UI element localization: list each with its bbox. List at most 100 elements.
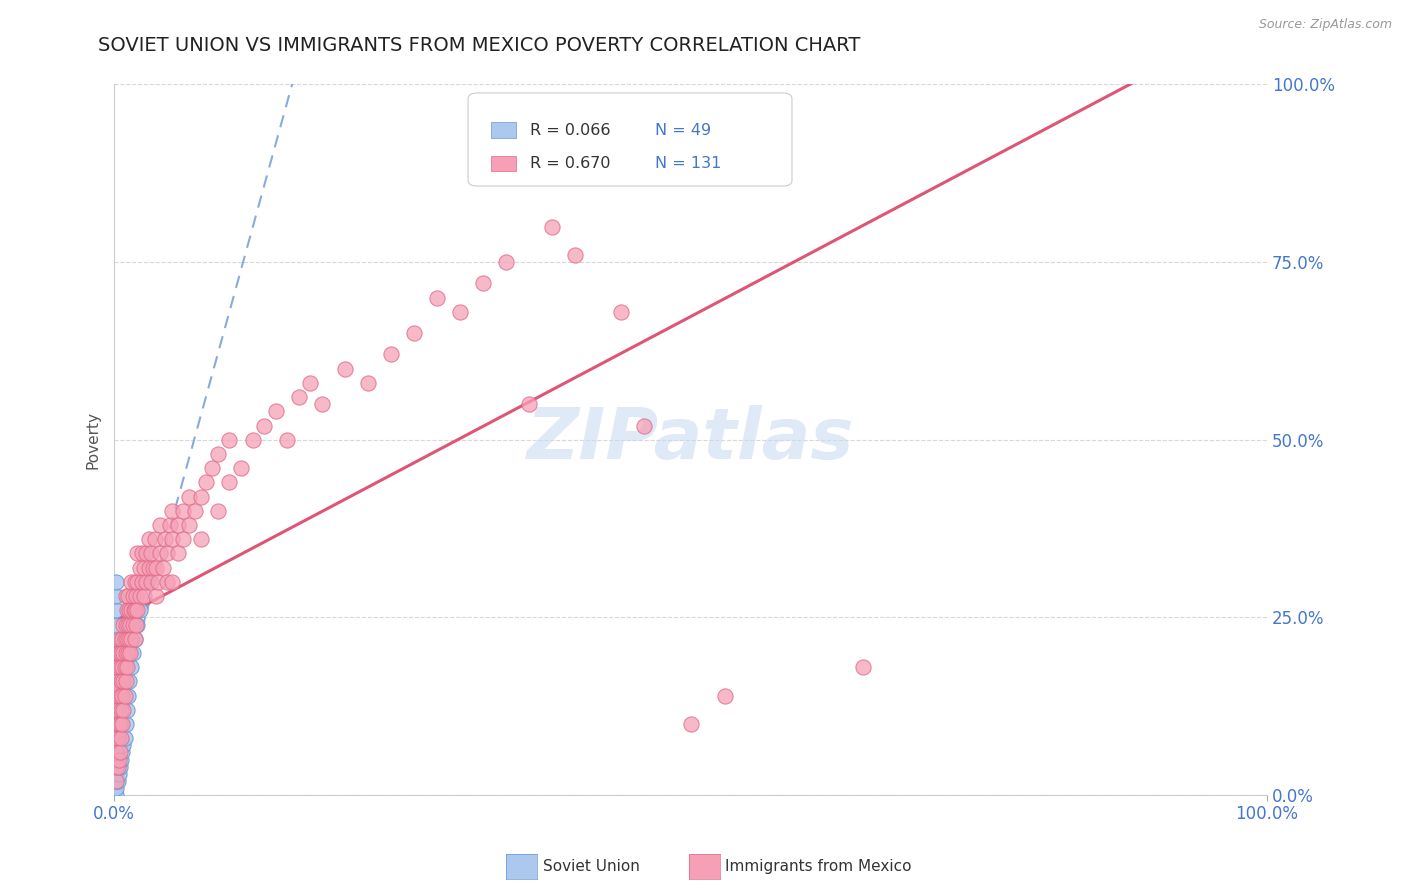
Point — [299, 376, 322, 390]
Point — [118, 674, 141, 689]
Point — [112, 703, 135, 717]
Point — [201, 461, 224, 475]
Point — [128, 603, 150, 617]
Point — [135, 546, 157, 560]
Point — [105, 603, 128, 617]
FancyBboxPatch shape — [468, 93, 792, 186]
Point — [195, 475, 218, 490]
Point — [105, 731, 128, 746]
Point — [105, 746, 128, 760]
Point — [105, 780, 128, 795]
Point — [111, 632, 134, 646]
Point — [105, 646, 128, 660]
Point — [135, 574, 157, 589]
Point — [179, 518, 201, 533]
Point — [166, 518, 188, 533]
Point — [184, 504, 207, 518]
Point — [139, 574, 162, 589]
Point — [121, 589, 143, 603]
Point — [115, 660, 138, 674]
Point — [159, 518, 181, 533]
Point — [107, 681, 129, 696]
Point — [107, 752, 129, 766]
Text: R = 0.670: R = 0.670 — [530, 156, 610, 171]
Point — [107, 674, 129, 689]
Point — [105, 617, 128, 632]
Point — [107, 766, 129, 780]
Point — [105, 766, 128, 780]
Point — [107, 646, 129, 660]
Point — [426, 291, 449, 305]
Point — [152, 560, 174, 574]
Text: Source: ZipAtlas.com: Source: ZipAtlas.com — [1258, 18, 1392, 31]
Point — [138, 533, 160, 547]
Text: Immigrants from Mexico: Immigrants from Mexico — [725, 859, 912, 873]
Point — [207, 447, 229, 461]
Point — [114, 717, 136, 731]
Point — [131, 546, 153, 560]
Point — [110, 646, 132, 660]
Point — [114, 674, 136, 689]
Point — [380, 347, 402, 361]
Point — [112, 674, 135, 689]
Point — [107, 646, 129, 660]
Point — [110, 717, 132, 731]
Point — [105, 589, 128, 603]
Point — [107, 739, 129, 753]
Point — [117, 617, 139, 632]
Point — [107, 703, 129, 717]
FancyBboxPatch shape — [491, 122, 516, 138]
Point — [121, 632, 143, 646]
Point — [111, 717, 134, 731]
Point — [276, 433, 298, 447]
Point — [114, 617, 136, 632]
Point — [111, 660, 134, 674]
Point — [120, 617, 142, 632]
Point — [110, 674, 132, 689]
Point — [105, 660, 128, 674]
Point — [105, 773, 128, 788]
Point — [541, 219, 564, 234]
Point — [107, 752, 129, 766]
Point — [156, 574, 179, 589]
Point — [107, 703, 129, 717]
Point — [105, 759, 128, 773]
Point — [253, 418, 276, 433]
Point — [114, 731, 136, 746]
Text: N = 49: N = 49 — [655, 123, 711, 137]
Point — [124, 603, 146, 617]
Point — [105, 689, 128, 703]
Point — [107, 731, 129, 746]
Point — [115, 632, 138, 646]
Point — [114, 632, 136, 646]
Text: Soviet Union: Soviet Union — [543, 859, 640, 873]
Point — [610, 305, 633, 319]
Point — [107, 703, 129, 717]
Point — [120, 646, 142, 660]
Point — [107, 667, 129, 681]
Point — [105, 574, 128, 589]
Point — [131, 574, 153, 589]
Point — [633, 418, 655, 433]
Point — [112, 617, 135, 632]
Point — [108, 660, 131, 674]
Point — [105, 739, 128, 753]
Point — [128, 560, 150, 574]
Point — [105, 632, 128, 646]
Text: R = 0.066: R = 0.066 — [530, 123, 610, 137]
Point — [117, 646, 139, 660]
Point — [207, 504, 229, 518]
Point — [121, 660, 143, 674]
Point — [105, 788, 128, 802]
Point — [105, 674, 128, 689]
Point — [110, 731, 132, 746]
Point — [117, 689, 139, 703]
Point — [132, 574, 155, 589]
Point — [125, 589, 148, 603]
Y-axis label: Poverty: Poverty — [86, 410, 100, 469]
Point — [110, 752, 132, 766]
Point — [108, 731, 131, 746]
Point — [160, 533, 183, 547]
Point — [107, 759, 129, 773]
Point — [124, 574, 146, 589]
